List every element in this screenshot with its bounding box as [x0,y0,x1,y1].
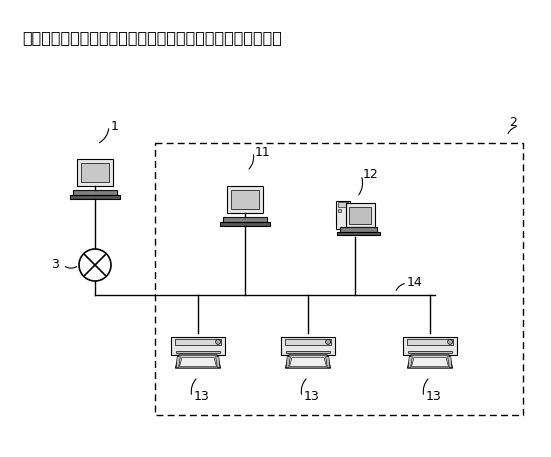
Bar [71,195,120,199]
Bar [340,227,377,232]
Text: 13: 13 [426,390,442,404]
Bar [155,143,523,415]
Text: 14: 14 [407,276,423,289]
Bar [345,203,375,227]
Bar [171,337,225,355]
Bar [338,202,348,207]
Bar [220,222,269,226]
Polygon shape [285,355,331,368]
Text: 3: 3 [51,259,59,271]
Bar [231,190,258,209]
Bar [349,207,371,223]
Bar [223,217,267,222]
Bar [175,339,222,345]
Polygon shape [326,356,329,367]
Text: 2: 2 [509,116,517,129]
Text: 12: 12 [363,169,379,181]
Bar [73,190,117,195]
Circle shape [447,340,452,344]
Polygon shape [287,356,290,367]
Text: 11: 11 [255,145,271,159]
Text: 1: 1 [111,119,119,133]
Polygon shape [180,357,217,367]
Circle shape [215,340,220,344]
Polygon shape [447,356,452,367]
Polygon shape [175,355,220,368]
Circle shape [326,340,331,344]
Text: 13: 13 [304,390,320,404]
Text: 本発明を適用した印刷システムを含む一例のシステム構成図: 本発明を適用した印刷システムを含む一例のシステム構成図 [22,31,282,46]
Polygon shape [412,357,449,367]
Bar [77,159,113,186]
Polygon shape [176,356,180,367]
Bar [282,337,334,355]
Bar [337,232,380,235]
Text: 13: 13 [194,390,210,404]
Bar [403,337,457,355]
Bar [82,163,109,182]
Bar [176,351,220,353]
Polygon shape [407,355,452,368]
Bar [408,351,452,353]
Bar [407,339,453,345]
Polygon shape [408,356,412,367]
Bar [287,351,329,353]
Bar [336,201,350,229]
Polygon shape [215,356,220,367]
Bar [338,209,342,213]
Polygon shape [289,357,326,367]
Bar [227,186,263,213]
Circle shape [79,249,111,281]
Bar [285,339,331,345]
